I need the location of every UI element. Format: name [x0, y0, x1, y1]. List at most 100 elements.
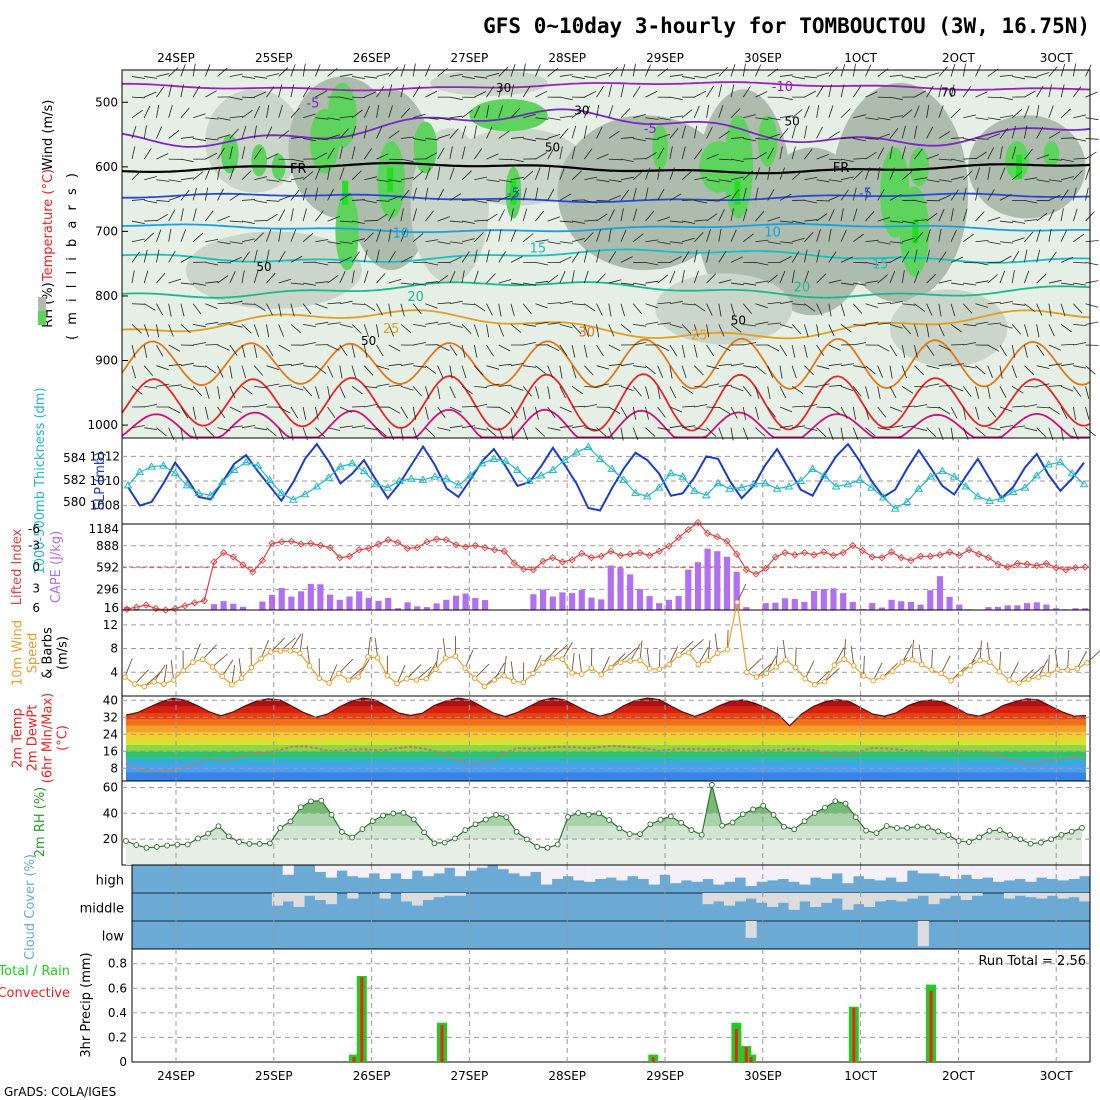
wind-barb — [510, 176, 524, 181]
wind-barb — [779, 241, 793, 244]
wind-barb — [474, 91, 487, 98]
wind-barb — [180, 190, 190, 201]
wind-barb — [792, 237, 805, 243]
wind-barb — [131, 170, 142, 181]
wind-barb — [229, 192, 241, 201]
wind-barb — [254, 200, 268, 204]
wind-barb — [180, 255, 193, 263]
wind-barb — [229, 406, 242, 413]
wind-barb — [535, 90, 548, 98]
temp-axis-label-line: 2m DewPt — [26, 705, 41, 772]
wind-barb — [376, 427, 387, 437]
thickness-point — [147, 462, 156, 470]
rh-max-core — [912, 219, 919, 244]
wind-barb — [608, 344, 621, 352]
wind-barb — [168, 105, 173, 118]
wind-barb — [620, 385, 634, 391]
wind-barb — [865, 151, 877, 160]
wind-barb — [144, 427, 158, 430]
rh-point — [750, 806, 756, 813]
wind-barb — [1085, 167, 1091, 180]
lifted-index-point — [791, 551, 799, 559]
thickness-point — [926, 472, 935, 480]
cape-bar — [685, 569, 692, 610]
date-label-bottom: 25SEP — [255, 1069, 293, 1083]
wind-barb — [449, 241, 463, 244]
pressure-tick-label: 800 — [95, 289, 118, 303]
thickness-point — [867, 483, 876, 491]
wind-barb — [950, 84, 955, 98]
isotherm-label: 25 — [691, 329, 708, 344]
wind-barb — [718, 279, 732, 284]
cape-bar — [994, 606, 1002, 610]
wind-barb — [437, 134, 451, 139]
wind-barb — [437, 406, 446, 418]
wind-barb — [926, 72, 940, 77]
wind-barb — [400, 136, 414, 139]
wind-barb — [755, 151, 767, 160]
wind-barb — [1011, 146, 1016, 160]
temp-band — [126, 744, 1086, 752]
wind-barb — [791, 146, 796, 160]
cape-bar — [404, 602, 411, 610]
wind-axis-label-line: & Barbs — [41, 627, 56, 679]
wind-speed-point — [365, 654, 371, 660]
wind-barb — [889, 146, 893, 160]
rh-contour-region — [557, 115, 734, 271]
thickness-point — [253, 461, 263, 469]
wind-barb — [351, 220, 365, 224]
wind-barb — [303, 365, 317, 368]
cloud-gap — [950, 865, 962, 879]
cape-bar — [830, 588, 837, 610]
wind-barb — [865, 211, 875, 222]
wind-barb — [192, 406, 197, 420]
wind-barb — [437, 386, 441, 400]
wind-barb — [486, 104, 490, 118]
wind-barb — [364, 219, 378, 222]
isotherm-label: 20 — [407, 290, 424, 305]
wind-barb — [1048, 406, 1060, 415]
thickness-point — [631, 488, 640, 497]
wind-barb — [559, 146, 563, 160]
wind-barb — [339, 167, 345, 180]
wind-barb — [205, 365, 217, 374]
wind-barb — [877, 188, 885, 201]
wind-barb — [632, 187, 637, 201]
precip-convective-bar — [744, 1047, 748, 1062]
wind-barb — [950, 406, 958, 419]
wind-barb — [791, 344, 796, 358]
cloud-gap — [756, 893, 768, 903]
cloud-gap — [820, 865, 832, 879]
cloud-gap — [454, 893, 466, 896]
wind-barb — [926, 212, 938, 222]
cloud-gap — [842, 893, 854, 910]
wind-barb — [718, 130, 730, 139]
wind-barb — [645, 262, 659, 266]
wind-barb — [1073, 303, 1083, 314]
wind-speed-point — [248, 664, 255, 671]
wind-barb-10m — [833, 647, 845, 666]
cape-bar — [433, 603, 440, 610]
wind-barb — [376, 324, 380, 338]
lifted-index-point — [152, 604, 160, 613]
lifted-index-point — [384, 536, 392, 544]
isotherm-label: 10 — [764, 225, 781, 240]
wind-barb — [229, 220, 243, 223]
wind-barb — [852, 303, 863, 314]
wind-speed-point — [617, 659, 624, 666]
cape-bar — [985, 607, 992, 610]
cape-bar — [317, 584, 324, 610]
rh-point — [1068, 828, 1075, 835]
wind-barb — [205, 152, 218, 160]
cloud-gap — [896, 865, 908, 882]
isotherm-line — [121, 408, 1090, 439]
wind-barb — [950, 229, 957, 242]
wind-barb — [926, 126, 934, 139]
temp-band — [126, 772, 1086, 781]
wind-barb — [877, 216, 891, 222]
wind-barb — [950, 303, 956, 317]
wind-barb — [302, 303, 312, 315]
wind-barb — [253, 125, 257, 139]
wind-barb — [633, 114, 646, 119]
wind-barb — [302, 85, 311, 98]
